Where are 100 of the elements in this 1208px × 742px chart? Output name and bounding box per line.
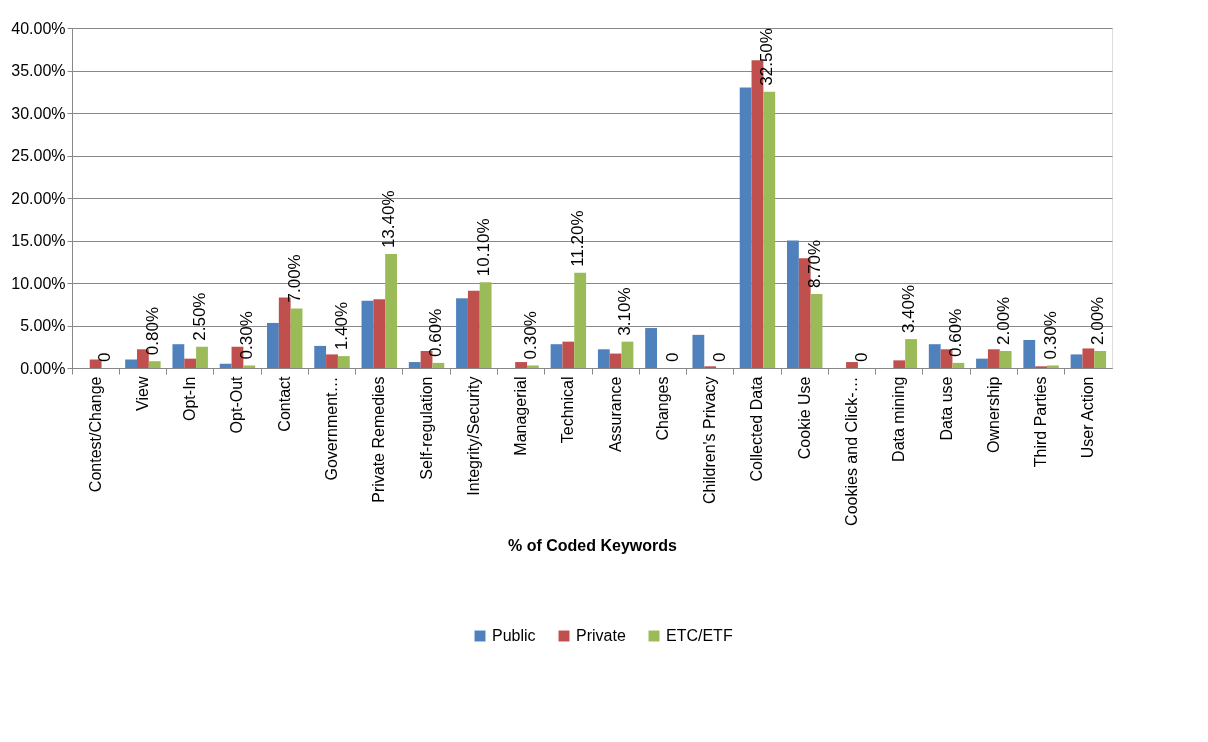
bar	[290, 308, 303, 368]
bar	[810, 294, 823, 368]
bar	[1070, 354, 1083, 368]
data-label: 13.40%	[379, 190, 399, 249]
x-tick-label: View	[133, 376, 151, 411]
bar	[184, 358, 197, 368]
x-tick-label: Data mining	[890, 376, 908, 462]
bar	[1094, 351, 1107, 368]
bar	[267, 322, 279, 368]
y-tick-label: 0.00%	[20, 359, 66, 377]
x-tick-label: Ownership	[984, 376, 1002, 453]
bar	[846, 362, 858, 368]
bar	[337, 356, 350, 368]
bar	[314, 345, 327, 368]
x-tick-label: Cookie Use	[795, 376, 813, 460]
bar	[976, 358, 988, 368]
bar	[432, 362, 445, 368]
bar	[609, 353, 622, 368]
x-tick-label: Data use	[937, 376, 955, 441]
x-tick-label: Private Remedies	[370, 376, 388, 503]
data-label: 8.70%	[804, 239, 824, 289]
legend-label: ETC/ETF	[666, 627, 733, 644]
bar	[1082, 348, 1095, 368]
x-tick-label: Government…	[323, 376, 340, 481]
x-tick-label: Technical	[559, 376, 577, 444]
bar	[763, 91, 776, 368]
bar	[219, 363, 232, 368]
bar	[692, 334, 705, 368]
data-label: 32.50%	[757, 28, 777, 86]
x-axis-title: % of Coded Keywords	[508, 536, 678, 554]
x-tick-label: Self-regulation	[417, 376, 435, 480]
bar	[987, 349, 1000, 368]
data-label: 10.10%	[473, 218, 493, 277]
bar	[562, 341, 575, 368]
x-tick-label: Managerial	[512, 376, 530, 456]
bar	[645, 328, 657, 368]
bar	[385, 254, 397, 368]
y-tick-label: 30.00%	[11, 104, 66, 122]
x-tick-label: Changes	[653, 376, 671, 441]
bar	[928, 344, 941, 368]
data-label: 2.50%	[190, 292, 209, 341]
bar	[515, 362, 527, 368]
legend-label: Private	[576, 627, 626, 644]
x-tick-label: Integrity/Security	[464, 376, 482, 496]
bar	[787, 240, 799, 368]
x-tick-label: Assurance	[606, 376, 624, 453]
x-tick-label: Third Parties	[1032, 376, 1050, 468]
x-tick-label: Children's Privacy	[701, 376, 719, 505]
data-label: 0.80%	[142, 307, 162, 356]
bar	[621, 341, 634, 368]
bar	[243, 365, 256, 368]
bar	[456, 298, 468, 368]
data-label: 1.40%	[331, 301, 351, 351]
data-label: 0	[710, 352, 729, 362]
bar	[999, 351, 1012, 368]
data-label: 0	[851, 352, 871, 362]
bar	[467, 290, 480, 368]
y-tick-label: 20.00%	[11, 189, 66, 207]
bar	[905, 339, 917, 368]
data-label: 0	[662, 352, 682, 362]
bar	[574, 272, 587, 368]
y-tick-label: 35.00%	[11, 62, 66, 79]
bar	[408, 362, 421, 368]
bar	[172, 344, 185, 368]
bar	[550, 344, 563, 368]
x-tick-label: Opt-Out	[228, 375, 246, 434]
x-tick-label: Contact	[275, 375, 293, 432]
x-tick-label: User Action	[1079, 376, 1097, 459]
data-label: 11.20%	[568, 210, 588, 267]
y-tick-label: 25.00%	[11, 147, 66, 164]
x-tick-label: Collected Data	[748, 376, 766, 482]
data-label: 0.30%	[237, 311, 257, 360]
y-tick-label: 15.00%	[11, 232, 66, 249]
bar	[527, 365, 539, 368]
bar	[893, 360, 906, 368]
bar	[373, 299, 386, 368]
data-label: 2.00%	[993, 296, 1013, 345]
x-tick-label: Cookies and Click-…	[843, 376, 860, 526]
data-label: 3.10%	[615, 287, 635, 336]
data-label: 7.00%	[284, 254, 304, 303]
x-tick-label: Opt-In	[181, 376, 199, 421]
data-label: 3.40%	[899, 284, 919, 334]
bar	[148, 361, 161, 368]
y-tick-label: 10.00%	[11, 274, 66, 292]
bar	[739, 87, 752, 368]
data-label: 2.00%	[1088, 296, 1108, 345]
data-label: 0.30%	[520, 311, 540, 360]
legend-label: Public	[492, 627, 536, 644]
bar	[1023, 339, 1036, 368]
data-label: 0	[95, 352, 115, 362]
y-tick-label: 5.00%	[20, 317, 66, 334]
bar	[361, 300, 374, 368]
bar	[597, 349, 610, 368]
x-tick-label: Contest/Change	[86, 376, 104, 493]
bar	[479, 282, 492, 368]
bar	[1047, 365, 1059, 368]
bar	[125, 359, 137, 368]
bar	[326, 354, 338, 368]
data-label: 0.30%	[1040, 311, 1060, 360]
data-label: 0.60%	[426, 308, 446, 357]
